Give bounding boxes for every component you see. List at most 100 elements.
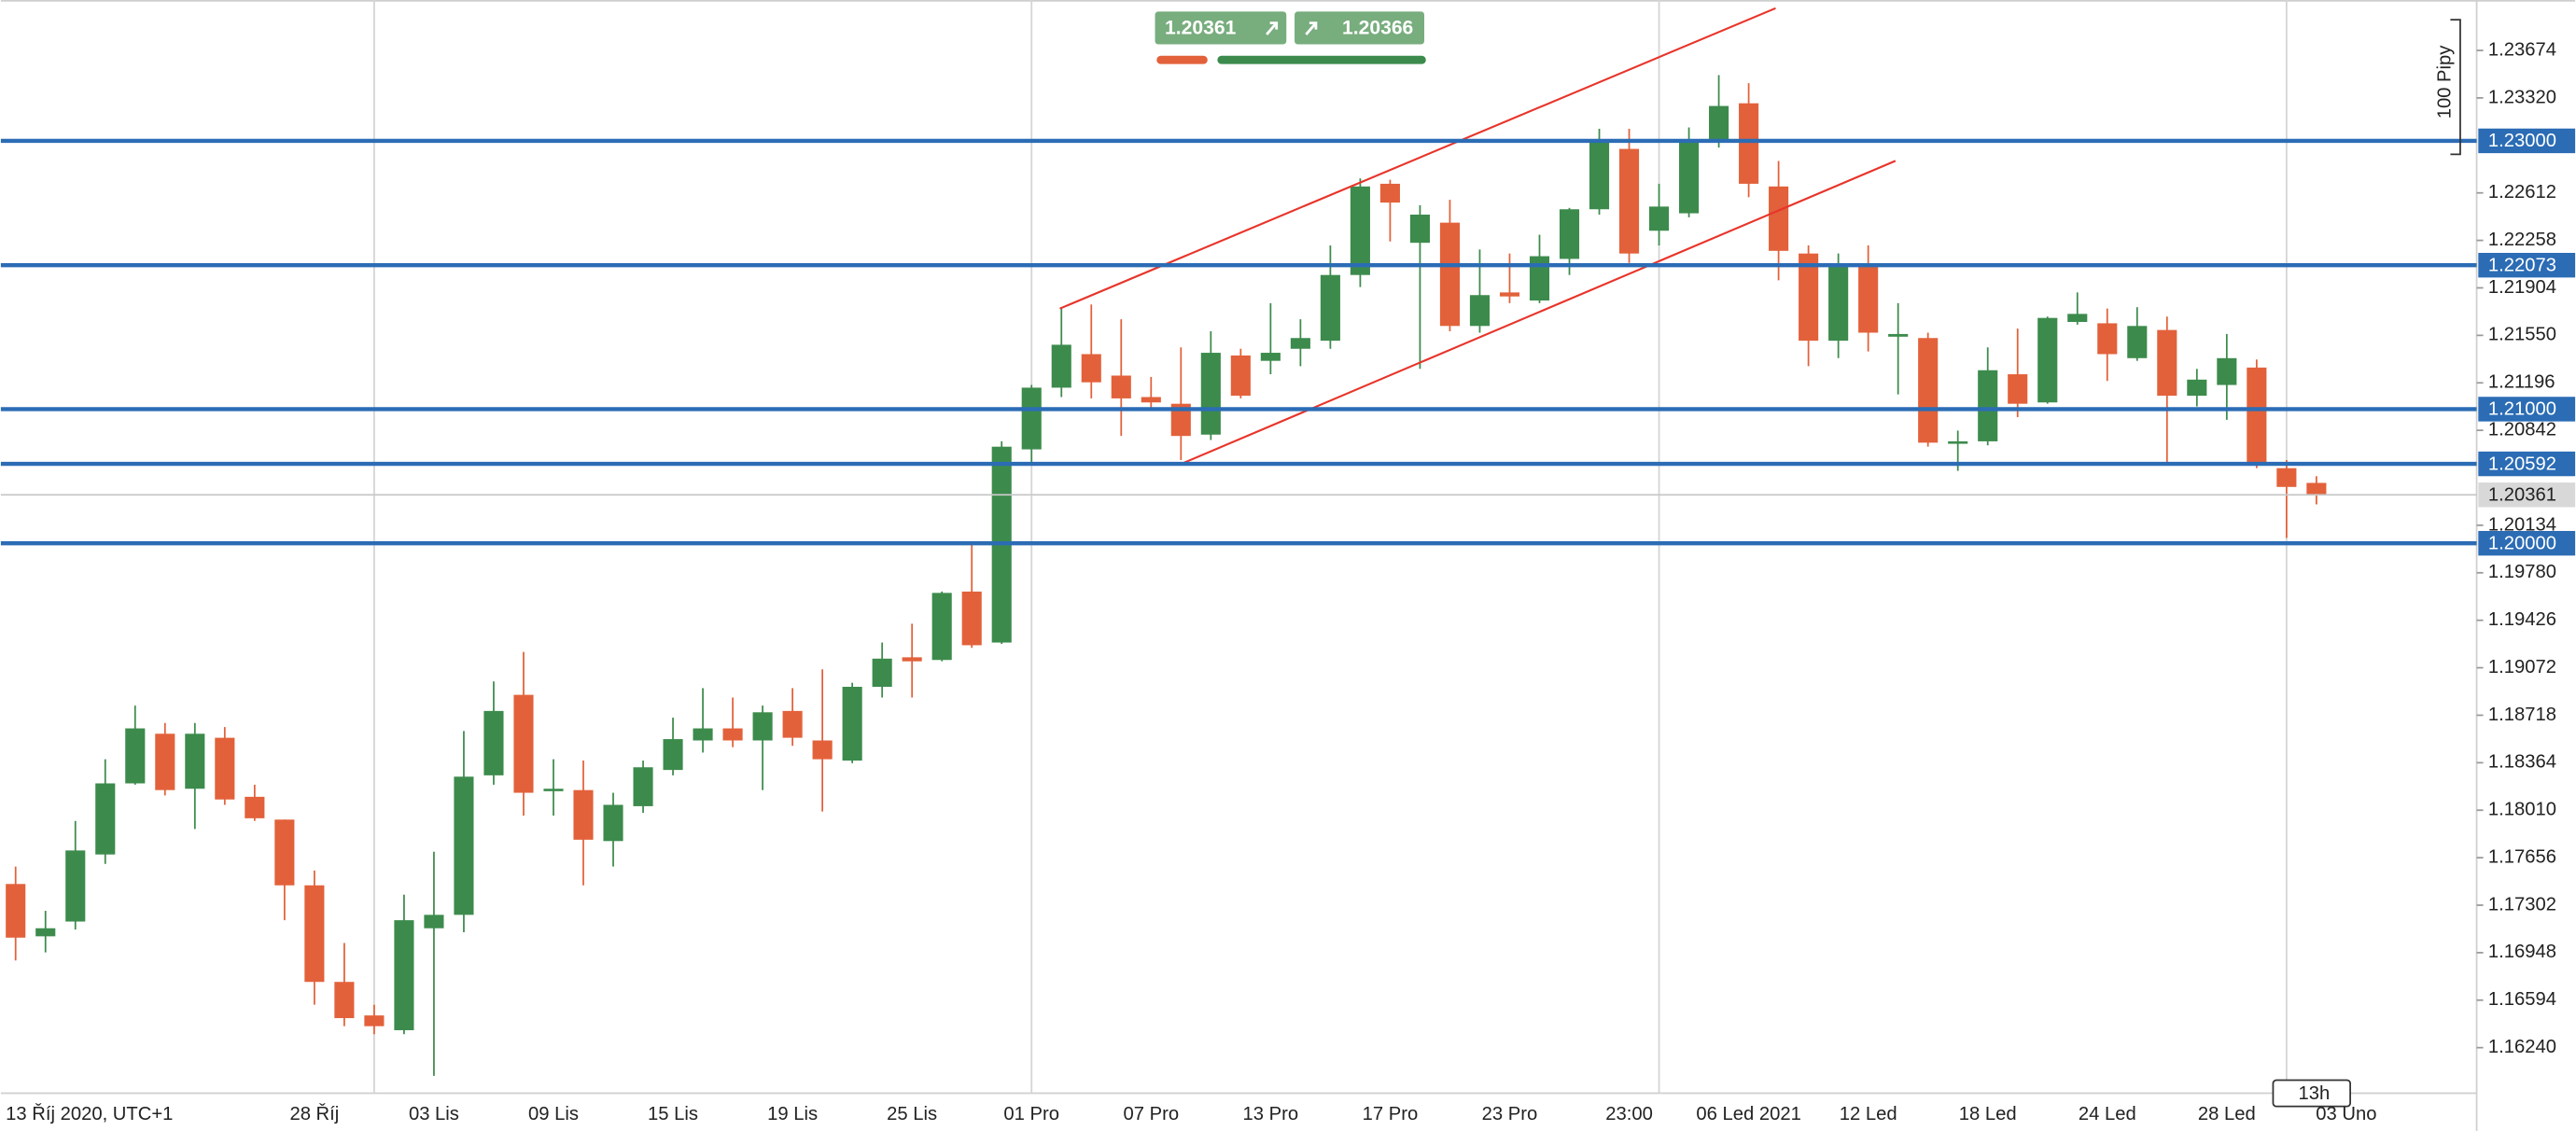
candle-body [2127,326,2148,358]
level-label: 1.20000 [2488,533,2556,553]
candle-body [1230,355,1251,397]
candle-body [334,982,355,1019]
candle-body [1828,267,1849,342]
x-tick-label: 01 Pro [1003,1104,1059,1124]
candle-body [95,783,116,855]
channel-lower [1179,160,1897,466]
candle-body [633,767,653,806]
candle-body [1350,186,1370,275]
x-tick-label: 17 Pro [1363,1104,1419,1124]
ask-price: 1.20366 [1342,17,1413,38]
candle-body [961,591,982,646]
x-tick-label: 24 Led [2079,1104,2136,1124]
candle-body [215,737,235,800]
candle-body [245,796,265,818]
candle-body [1409,214,1430,244]
candle-body [1858,267,1879,333]
y-tick-label: 1.22258 [2488,230,2556,250]
candle-body [1200,353,1221,435]
y-tick-label: 1.20134 [2488,514,2556,535]
candle-body [663,739,683,771]
x-tick-label: 12 Led [1840,1104,1897,1124]
level-label: 1.20592 [2488,454,2556,474]
trade-widget: 1.20361 1.20366 [1155,11,1426,64]
bid-price: 1.20361 [1165,17,1237,38]
candle-body [1439,222,1460,327]
level-label: 1.23000 [2488,131,2556,151]
candle-body [1769,186,1789,251]
countdown-box [2272,1079,2351,1108]
pip-bracket [2450,19,2461,156]
candle-body [2247,367,2267,465]
candle-body [1170,403,1191,437]
candle-body [812,740,833,760]
candle-body [185,733,205,789]
candle-body [693,728,713,741]
candle-body [2187,379,2207,397]
y-tick-label: 1.19780 [2488,562,2556,582]
candle-body [1260,353,1281,361]
candle-body [1081,354,1101,383]
candle-body [2037,317,2058,403]
candle-body [1529,256,1550,300]
candle-body [1799,253,1819,342]
y-tick-label: 1.16240 [2488,1037,2556,1057]
candle-body [394,920,414,1030]
y-tick-label: 1.21196 [2488,372,2555,393]
candle-body [842,686,862,761]
y-tick-label: 1.23320 [2488,87,2556,107]
y-tick-label: 1.18010 [2488,800,2556,820]
candle-body [1379,183,1400,203]
candle-body [155,733,175,790]
candle-body [1948,440,1968,444]
y-tick-label: 1.21904 [2488,277,2556,298]
candle-body [603,804,623,842]
current-price-label: 1.20361 [2488,485,2556,506]
channel-upper [1059,7,1776,310]
candle-body [1709,105,1729,143]
sentiment-sell-bar [1156,55,1208,64]
sentiment-buy-bar [1217,55,1426,64]
period-separators [373,0,2288,1094]
candle-body [6,884,26,938]
candle-body [1111,375,1131,398]
candle-body [931,593,952,661]
candle-body [782,710,803,738]
y-tick-label: 1.21550 [2488,325,2556,345]
level-label-box [2478,530,2576,556]
level-label-box [2478,397,2576,422]
level-label: 1.21000 [2488,399,2556,420]
x-tick-label: 03 Lis [409,1104,459,1124]
x-tick-label: 06 Led 2021 [1696,1104,1800,1124]
x-tick-label: 28 Led [2198,1104,2256,1124]
candle-body [1679,142,1700,214]
candle-body [274,819,295,886]
candle-body [513,694,534,793]
y-tick-label: 1.17656 [2488,846,2556,867]
x-tick-label: 23:00 [1605,1104,1653,1124]
candle-body [483,710,504,775]
candle-body [543,789,564,791]
y-tick-label: 1.19072 [2488,657,2556,677]
candle-body [1021,387,1042,450]
candle-body [872,658,892,687]
candle-body [2276,468,2297,487]
candle-body [454,776,474,915]
candle-body [1141,397,1161,403]
x-tick-label: 18 Led [1959,1104,2017,1124]
candle-body [2306,482,2327,496]
current-price-box [2478,482,2576,508]
candle-body [1739,103,1759,184]
buy-button[interactable] [1295,11,1425,45]
y-tick-label: 1.16948 [2488,942,2556,962]
x-tick-label: 13 Říj 2020, UTC+1 [6,1103,173,1124]
candle-body [1978,370,1998,441]
candle-body [304,885,325,983]
x-tick-label: 15 Lis [648,1104,698,1124]
x-tick-label: 13 Pro [1243,1104,1299,1124]
candle-body [2067,314,2088,322]
sell-button[interactable] [1155,11,1287,45]
x-tick-label: 19 Lis [767,1104,818,1124]
candle-body [1320,274,1340,342]
y-tick-label: 1.18364 [2488,752,2556,773]
